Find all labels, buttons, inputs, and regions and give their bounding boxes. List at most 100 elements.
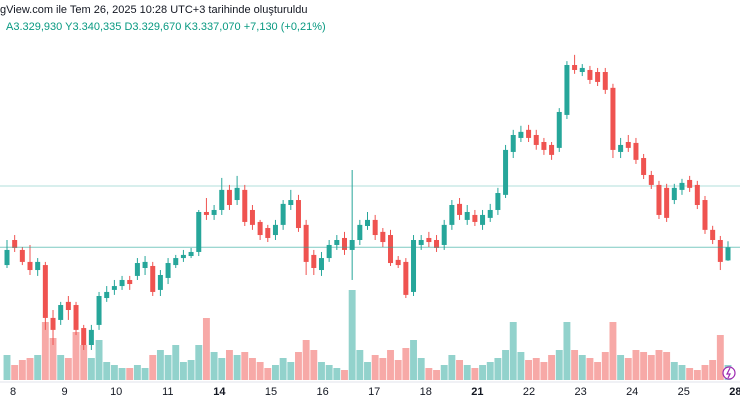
candle-body [349, 240, 355, 250]
candle-body [311, 254, 317, 268]
candle-body [595, 72, 601, 82]
x-tick-label: 11 [162, 386, 173, 398]
volume-bar [471, 368, 479, 380]
candle-body [411, 240, 417, 292]
volume-bar [647, 355, 655, 380]
volume-bar [571, 350, 579, 380]
x-tick-label: 8 [10, 386, 16, 398]
volume-bar [241, 352, 249, 380]
candle-body [556, 111, 562, 148]
volume-bar [525, 360, 533, 380]
volume-bar [179, 362, 187, 380]
volume-bar [80, 345, 88, 380]
candle-body [656, 184, 662, 215]
volume-bar [456, 360, 463, 380]
volume-bar [410, 340, 417, 380]
candle-body [111, 286, 117, 290]
candle-body [242, 189, 248, 222]
volume-bar [95, 340, 103, 380]
candle-body [679, 182, 685, 190]
candle-body [464, 212, 470, 220]
volume-bar [348, 290, 356, 380]
x-tick-label: 25 [678, 386, 690, 398]
volume-bar [555, 350, 563, 380]
candle-body [641, 158, 647, 175]
volume-bar [133, 365, 141, 380]
candle-body [510, 135, 516, 152]
candle-body [533, 135, 539, 145]
volume-bar [41, 322, 49, 380]
volume-bar [156, 350, 164, 380]
volume-bar [126, 368, 134, 380]
volume-bar [624, 358, 632, 380]
volume-bar [210, 352, 218, 380]
volume-bar [279, 358, 287, 380]
volume-bar [463, 365, 471, 380]
volume-bar [64, 358, 72, 380]
volume-bar [502, 350, 510, 380]
volume-bar [594, 362, 602, 380]
volume-bar [387, 350, 394, 380]
volume-bar [118, 368, 126, 380]
candle-body [173, 258, 179, 266]
x-tick-label: 28 [729, 386, 740, 398]
candle-body [50, 317, 56, 330]
candle-body [418, 240, 424, 245]
volume-bar [578, 355, 586, 380]
candle-body [165, 263, 171, 278]
volume-bar [486, 362, 494, 380]
volume-bar [563, 322, 571, 380]
volume-bar [49, 338, 57, 380]
volume-bar [72, 332, 80, 380]
x-tick-label: 24 [626, 386, 638, 398]
volume-bar [149, 355, 157, 380]
replay-icon [722, 366, 736, 380]
volume-bar [617, 355, 625, 380]
candle-body [625, 142, 631, 148]
x-tick-label: 14 [213, 386, 226, 398]
volume-bar [655, 350, 663, 380]
candle-body [648, 174, 654, 185]
candle-body [457, 203, 463, 215]
candle-body [219, 189, 225, 210]
candle-body [702, 200, 708, 230]
candle-body [295, 200, 301, 229]
candle-body [211, 209, 217, 215]
replay-icon-bolt [726, 367, 731, 379]
volume-bar [448, 355, 456, 380]
chart-title: gView.com ile Tem 26, 2025 10:28 UTC+3 t… [0, 4, 307, 16]
x-tick-label: 18 [420, 386, 432, 398]
candle-body [395, 259, 401, 266]
volume-bar [709, 360, 717, 380]
candle-body [119, 279, 125, 287]
volume-bar [225, 350, 233, 380]
volume-bar [586, 358, 594, 380]
volume-bar [110, 365, 118, 380]
candle-body [380, 231, 386, 243]
volume-bar [402, 348, 410, 380]
candle-body [65, 301, 71, 310]
volume-bar [87, 358, 95, 380]
volume-bar [26, 358, 34, 380]
volume-bar [440, 365, 448, 380]
candle-body [687, 179, 693, 188]
candle-body [334, 240, 340, 245]
candle-body [365, 219, 370, 226]
candle-body [526, 129, 532, 138]
candle-body [27, 261, 33, 271]
volume-bar [3, 355, 11, 380]
candle-body [104, 291, 110, 299]
candle-body [341, 237, 347, 250]
x-tick-label: 15 [265, 386, 277, 398]
volume-bar [494, 358, 502, 380]
volume-bar [256, 362, 264, 380]
candle-body [12, 240, 18, 248]
candle-body [35, 261, 41, 271]
candle-body [4, 249, 10, 266]
volume-bar [425, 368, 433, 380]
candle-body [541, 142, 547, 150]
candle-body [572, 65, 578, 70]
candle-body [710, 229, 716, 240]
volume-bar [678, 365, 686, 380]
candle-body [503, 149, 509, 195]
